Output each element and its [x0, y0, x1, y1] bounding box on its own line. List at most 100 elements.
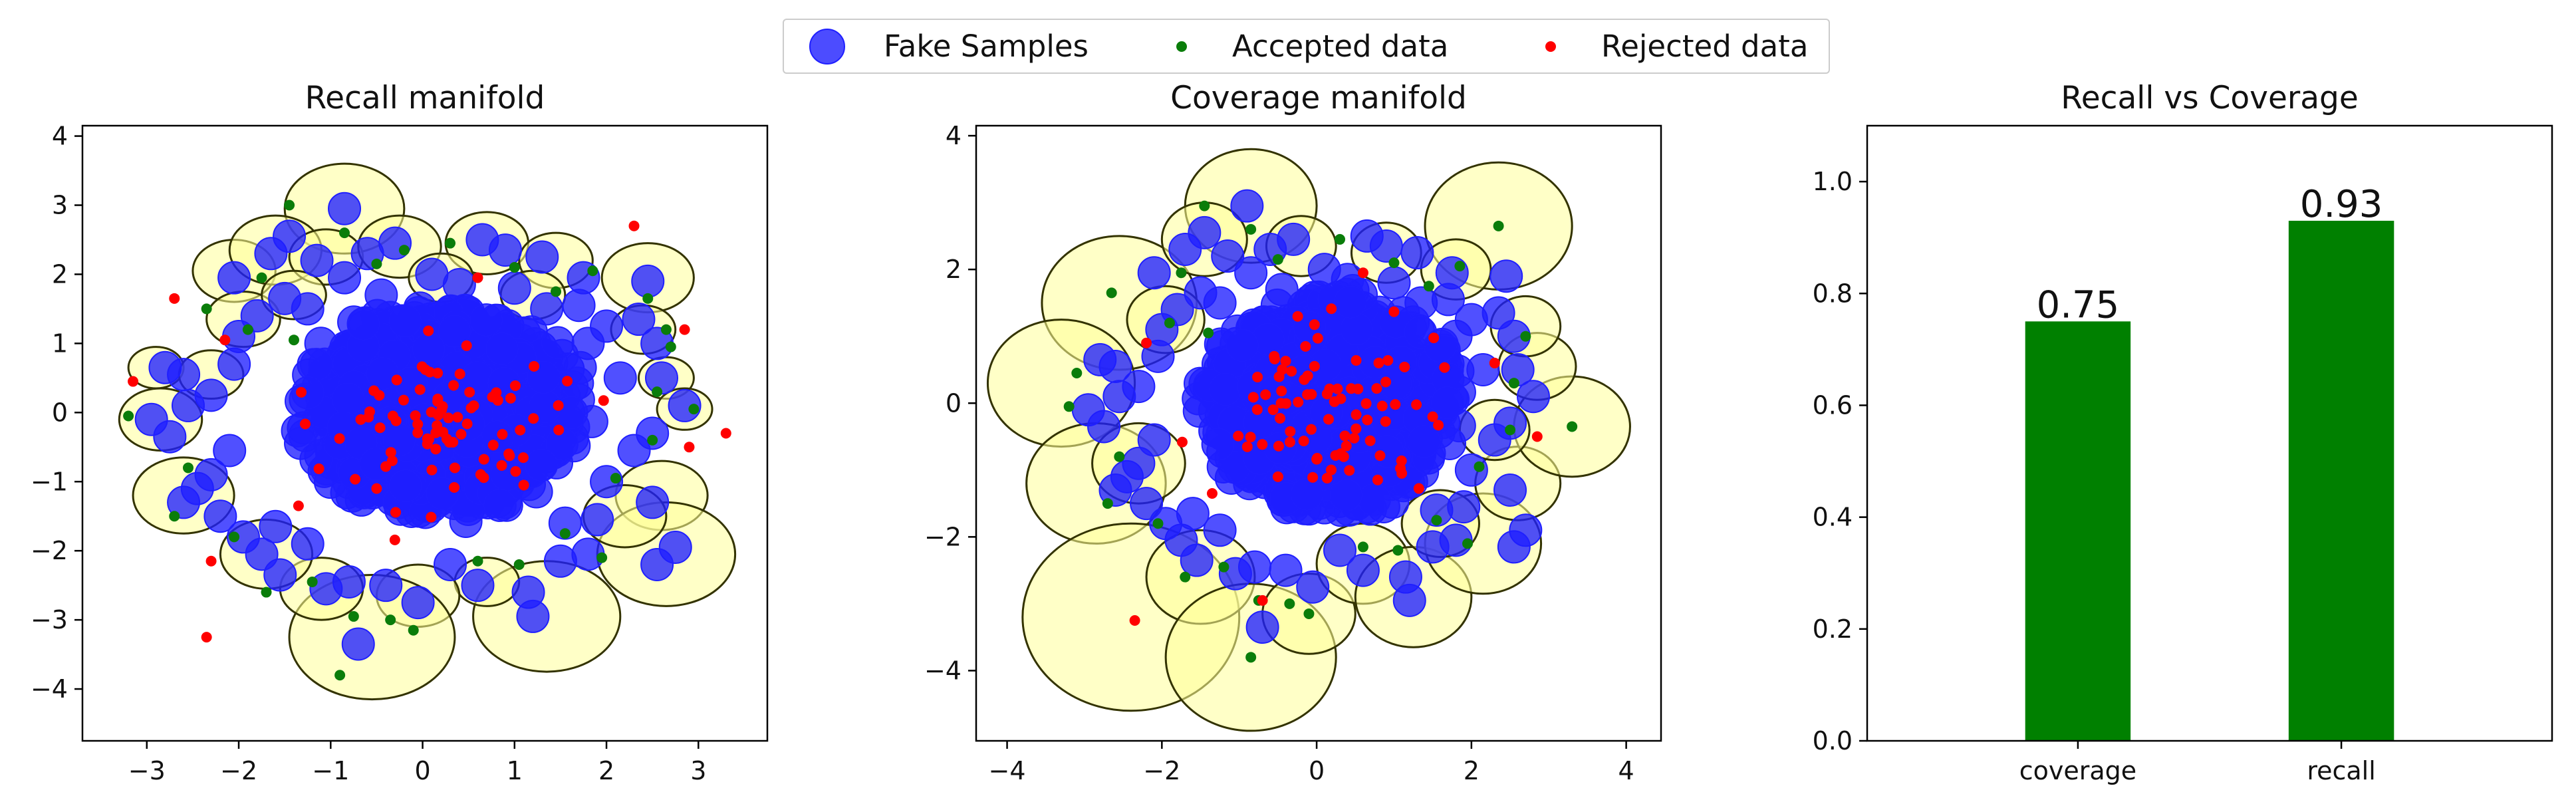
fake-sample-point — [1234, 256, 1268, 290]
accepted-data-point — [284, 200, 295, 211]
rejected-data-point — [438, 426, 449, 438]
fake-sample-point — [1323, 533, 1357, 567]
rejected-data-point — [1300, 340, 1311, 352]
accepted-data-point — [1180, 571, 1191, 583]
rejected-data-point — [598, 395, 609, 406]
rejected-data-point — [363, 412, 374, 423]
fake-sample-point — [1071, 393, 1105, 427]
x-tick-label: 2 — [1464, 756, 1480, 785]
fake-sample-point — [1447, 490, 1481, 524]
fake-sample-point — [1369, 229, 1403, 263]
fake-sample-point — [401, 586, 435, 620]
accepted-data-point — [1423, 281, 1434, 292]
rejected-data-point — [205, 555, 217, 567]
rejected-data-point — [1329, 396, 1340, 408]
rejected-data-point — [1439, 362, 1450, 373]
rejected-data-point — [1247, 392, 1259, 403]
fake-sample-point — [1296, 570, 1330, 604]
accepted-data-point — [385, 614, 396, 626]
rejected-data-point — [374, 422, 386, 434]
rejected-data-point — [1257, 439, 1268, 450]
fake-sample-point — [1357, 483, 1391, 517]
rejected-data-point — [1284, 436, 1295, 448]
rejected-data-point — [1413, 483, 1424, 494]
rejected-data-point — [1307, 471, 1319, 483]
rejected-data-point — [509, 380, 521, 391]
fake-sample-point — [194, 378, 228, 412]
recall-manifold-plot: −3 −2 −1 0 1 2 3 −4 −3 −2 −1 0 1 2 3 4 — [31, 122, 769, 785]
rejected-data-point — [1351, 409, 1362, 420]
rejected-data-point — [529, 360, 540, 372]
rejected-data-point — [1285, 426, 1296, 437]
rejected-data-point — [293, 500, 304, 511]
x-tick-label: recall — [2307, 756, 2375, 785]
y-tick-label: 0.8 — [1813, 279, 1853, 308]
rejected-data-point — [1390, 399, 1401, 410]
rejected-data-point — [1371, 383, 1382, 394]
fake-sample-point — [543, 544, 577, 578]
x-tick-label: 4 — [1618, 756, 1634, 785]
rejected-data-point — [505, 392, 516, 404]
accepted-data-point — [182, 462, 193, 473]
rejected-data-point — [1280, 398, 1291, 409]
legend-label-accepted-data: Accepted data — [1232, 29, 1449, 64]
rejected-data-point — [313, 463, 324, 474]
accepted-data-point — [371, 258, 382, 269]
accepted-data-point — [1567, 421, 1578, 432]
rejected-data-point — [1269, 353, 1280, 364]
y-tick-label: 0 — [52, 398, 68, 427]
rejected-data-point — [416, 361, 428, 372]
rejected-data-point — [1326, 303, 1337, 315]
accepted-data-point — [1508, 378, 1519, 389]
rejected-data-point — [390, 507, 401, 518]
rejected-data-point — [1251, 404, 1263, 416]
x-tick-label: 2 — [598, 756, 614, 785]
rejected-data-point — [1273, 440, 1284, 452]
rejected-data-point — [553, 400, 564, 411]
rejected-data-point — [684, 442, 695, 453]
accepted-data-point — [642, 293, 654, 304]
rejected-data-point — [380, 461, 392, 472]
plot-area — [118, 162, 737, 701]
rejected-data-point — [410, 410, 421, 421]
y-tick-label: −2 — [924, 522, 962, 551]
rejected-data-point — [510, 466, 521, 477]
rejected-data-point — [426, 511, 437, 523]
rejected-data-point — [412, 427, 424, 438]
fake-sample-point — [525, 448, 559, 482]
fake-sample-point — [1493, 473, 1527, 507]
accepted-data-point — [1454, 261, 1466, 272]
rejected-data-point — [518, 479, 529, 491]
fake-sample-point — [1201, 428, 1235, 462]
fake-sample-point — [1230, 189, 1264, 223]
legend-label-rejected-data: Rejected data — [1601, 29, 1809, 64]
fake-sample-point — [1137, 256, 1171, 290]
rejected-data-point — [1357, 267, 1368, 279]
accepted-data-point — [1164, 317, 1175, 329]
fake-sample-point — [1160, 293, 1194, 327]
fake-sample-point — [388, 469, 422, 503]
accepted-data-point — [688, 404, 700, 415]
rejected-data-point — [1309, 319, 1320, 331]
accepted-data-point — [169, 511, 180, 522]
accepted-data-point — [1176, 267, 1187, 279]
rejected-data-point — [444, 437, 455, 448]
y-tick-label: 4 — [52, 122, 68, 151]
plot-area — [986, 148, 1631, 732]
fake-sample-point — [299, 348, 333, 382]
y-tick-label: −1 — [31, 467, 68, 496]
rejected-data-point — [1344, 465, 1355, 476]
accepted-data-point — [242, 324, 253, 335]
rejected-data-point — [387, 410, 398, 422]
fake-sample-point — [412, 333, 446, 366]
accepted-data-point — [1114, 451, 1125, 462]
rejected-data-point — [385, 447, 396, 458]
accepted-data-point — [408, 624, 419, 636]
rejected-data-point — [478, 454, 489, 465]
bar-value-label: 0.75 — [2037, 283, 2120, 327]
accepted-data-point — [472, 555, 483, 567]
rejected-data-point — [1245, 432, 1256, 443]
coverage-manifold-plot: −4 −2 0 2 4 −4 −2 0 2 4 — [924, 121, 1662, 785]
fake-sample-point — [1211, 239, 1245, 273]
accepted-data-point — [1474, 461, 1485, 472]
